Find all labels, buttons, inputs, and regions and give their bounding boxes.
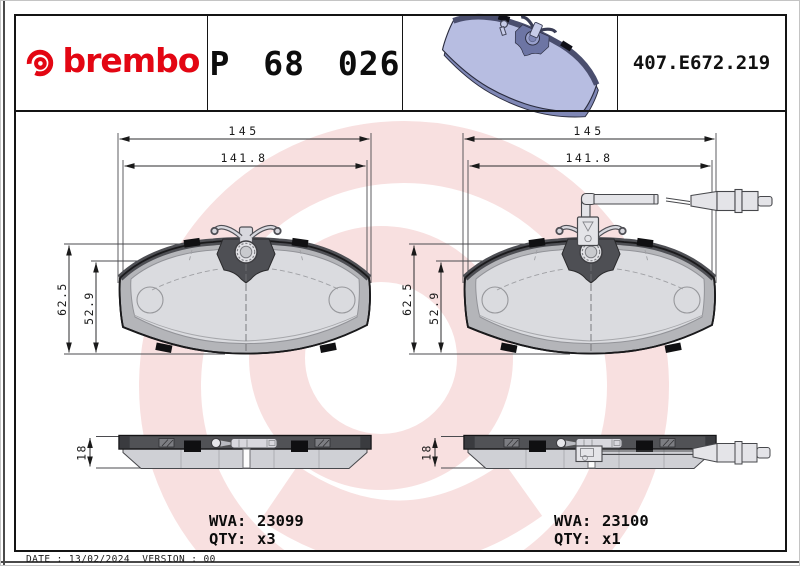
brembo-logo-icon — [26, 49, 53, 77]
qty-label: QTY: — [554, 530, 592, 548]
brembo-logo: brembo — [24, 44, 200, 83]
title-block: brembo P 68 026 407.E672.219 — [16, 16, 785, 112]
qty-row: QTY: x1 — [554, 530, 649, 548]
brand-wordmark: brembo — [62, 40, 201, 80]
wva-label: WVA: — [554, 512, 592, 530]
brand-cell: brembo — [16, 16, 208, 110]
date-version-line: DATE : 13/02/2024 VERSION : 00 — [26, 554, 216, 565]
qty-label: QTY: — [209, 530, 247, 548]
wva-value: 23099 — [257, 512, 304, 530]
reference-number: 407.E672.219 — [632, 52, 771, 74]
part-info-left: WVA: 23099 QTY: x3 — [209, 512, 304, 548]
part-number-cell: P 68 026 — [208, 16, 403, 110]
product-image-cell — [403, 16, 618, 110]
wva-row: WVA: 23100 — [554, 512, 649, 530]
page-frame-left — [3, 1, 5, 565]
page-frame-bottom — [1, 561, 799, 563]
part-number: P 68 026 — [209, 43, 401, 83]
reference-cell: 407.E672.219 — [618, 16, 785, 110]
qty-value: x3 — [257, 530, 276, 548]
wva-row: WVA: 23099 — [209, 512, 304, 530]
part-info-right: WVA: 23100 QTY: x1 — [554, 512, 649, 548]
wva-label: WVA: — [209, 512, 247, 530]
qty-row: QTY: x3 — [209, 530, 304, 548]
wva-value: 23100 — [602, 512, 649, 530]
qty-value: x1 — [602, 530, 621, 548]
sheet-border-box: brembo P 68 026 407.E672.219 — [14, 14, 787, 552]
